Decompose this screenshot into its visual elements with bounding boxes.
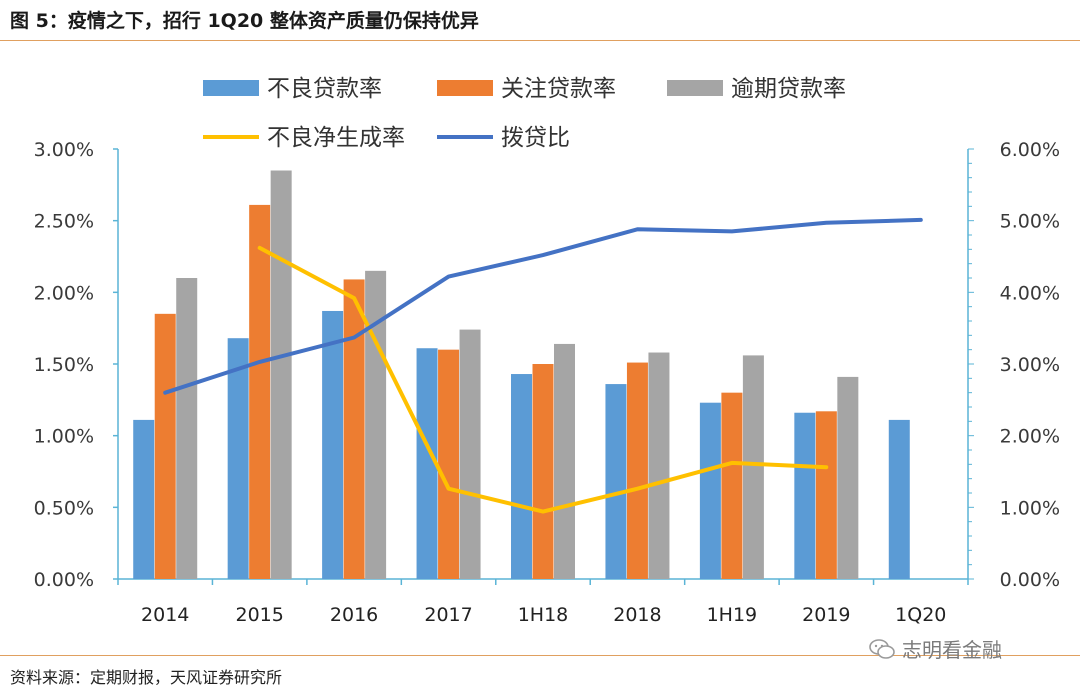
bar-series bbox=[133, 170, 910, 579]
left-tick-label: 1.50% bbox=[34, 354, 94, 376]
left-tick-label: 2.00% bbox=[34, 282, 94, 304]
figure-title: 图 5：疫情之下，招行 1Q20 整体资产质量仍保持优异 bbox=[10, 10, 479, 32]
left-tick-label: 0.00% bbox=[34, 569, 94, 591]
legend-swatch-overdue bbox=[667, 80, 723, 96]
bar-attention bbox=[721, 392, 743, 579]
left-tick-label: 1.00% bbox=[34, 426, 94, 448]
bar-npl bbox=[133, 419, 155, 579]
watermark-text: 志明看金融 bbox=[902, 638, 1002, 662]
bar-attention bbox=[438, 349, 460, 579]
bar-attention bbox=[626, 362, 648, 579]
right-tick-label: 5.00% bbox=[1000, 211, 1060, 233]
bar-overdue bbox=[270, 170, 292, 579]
legend-label: 关注贷款率 bbox=[501, 76, 616, 102]
bar-overdue bbox=[648, 352, 670, 579]
right-tick-label: 6.00% bbox=[1000, 139, 1060, 161]
bar-overdue bbox=[459, 329, 481, 579]
chart-axes: 0.00% 0.50% 1.00% 1.50% 2.00% 2.50% 3.00% 0.00%… bbox=[34, 139, 1060, 626]
title-divider bbox=[0, 40, 1080, 41]
left-tick-label: 3.00% bbox=[34, 139, 94, 161]
wechat-icon bbox=[869, 638, 895, 659]
right-tick-label: 4.00% bbox=[1000, 282, 1060, 304]
legend-label: 逾期贷款率 bbox=[731, 76, 846, 102]
legend-swatch-attention bbox=[437, 80, 493, 96]
bar-overdue bbox=[837, 376, 859, 579]
legend-label: 拨贷比 bbox=[501, 125, 570, 151]
bar-npl bbox=[416, 348, 438, 579]
source-divider bbox=[0, 655, 1080, 656]
bar-npl bbox=[322, 310, 344, 579]
bar-npl bbox=[888, 419, 910, 579]
x-category-label: 2018 bbox=[613, 604, 661, 626]
bar-overdue bbox=[554, 343, 575, 579]
x-category-label: 2015 bbox=[235, 604, 283, 626]
x-category-label: 2016 bbox=[330, 604, 378, 626]
x-category-label: 1H18 bbox=[518, 604, 569, 626]
right-tick-label: 1.00% bbox=[1000, 497, 1060, 519]
line-coverage bbox=[163, 217, 923, 395]
right-tick-label: 3.00% bbox=[1000, 354, 1060, 376]
bar-attention bbox=[815, 411, 837, 579]
left-tick-label: 2.50% bbox=[34, 211, 94, 233]
bar-npl bbox=[227, 338, 249, 579]
bar-npl bbox=[794, 412, 816, 579]
source-note: 资料来源：定期财报，天风证券研究所 bbox=[10, 668, 283, 687]
legend-label: 不良贷款率 bbox=[267, 76, 382, 102]
bar-attention bbox=[343, 279, 365, 579]
bar-npl bbox=[605, 384, 627, 579]
watermark: 志明看金融 bbox=[868, 634, 1002, 663]
x-category-label: 2014 bbox=[141, 604, 189, 626]
left-tick-label: 0.50% bbox=[34, 497, 94, 519]
right-tick-label: 2.00% bbox=[1000, 426, 1060, 448]
line-new_npl bbox=[257, 245, 829, 514]
x-category-label: 2017 bbox=[424, 604, 472, 626]
legend-swatch-npl bbox=[203, 80, 259, 96]
bar-attention bbox=[249, 204, 271, 579]
line-series bbox=[163, 217, 923, 514]
bar-npl bbox=[699, 402, 721, 579]
x-category-label: 1H19 bbox=[707, 604, 758, 626]
bar-overdue bbox=[176, 278, 198, 579]
bar-attention bbox=[532, 364, 554, 579]
x-category-label: 1Q20 bbox=[895, 604, 946, 626]
bar-npl bbox=[511, 374, 532, 579]
legend-label: 不良净生成率 bbox=[267, 125, 405, 151]
x-category-label: 2019 bbox=[802, 604, 850, 626]
bar-attention bbox=[154, 313, 176, 579]
right-tick-label: 0.00% bbox=[1000, 569, 1060, 591]
bar-overdue bbox=[742, 355, 764, 579]
